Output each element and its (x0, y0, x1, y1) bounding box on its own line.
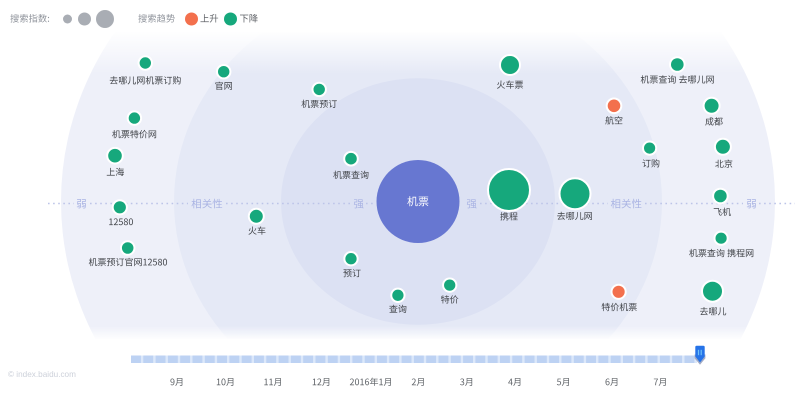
svg-text:© index.baidu.com: © index.baidu.com (8, 370, 76, 379)
